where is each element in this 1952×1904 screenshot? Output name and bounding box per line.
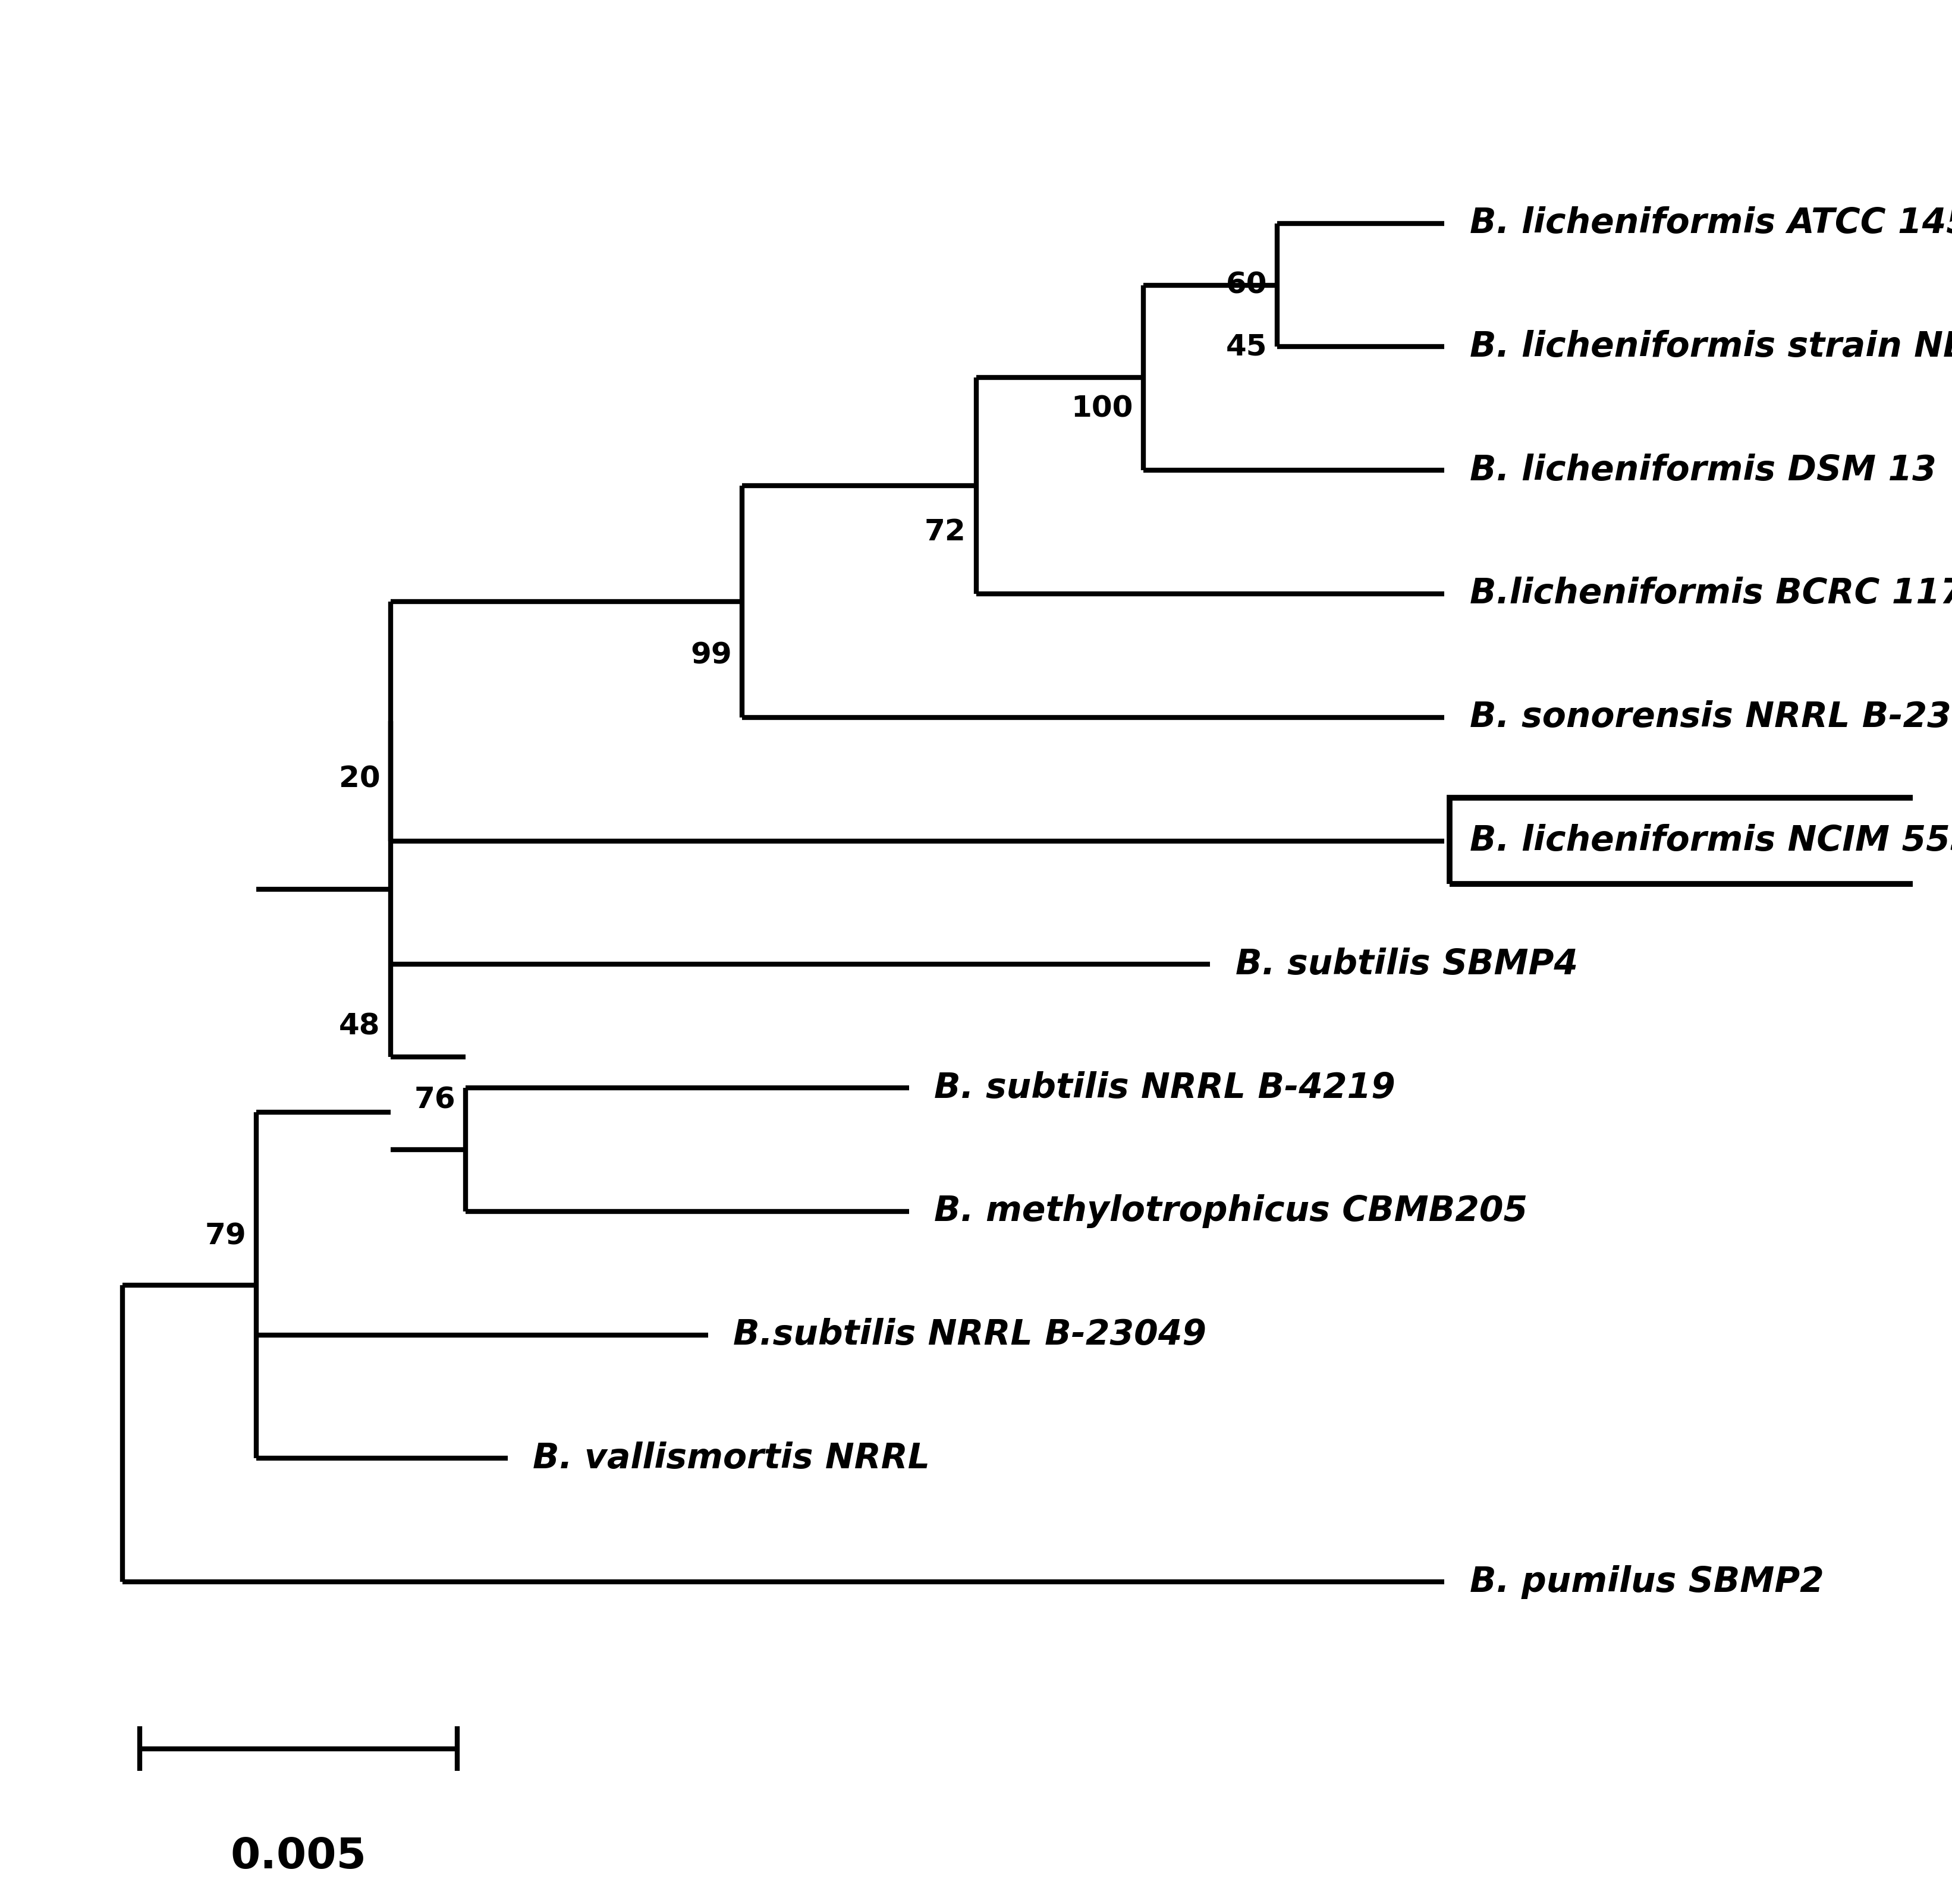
Text: B. methylotrophicus CBMB205: B. methylotrophicus CBMB205 xyxy=(935,1194,1528,1228)
Text: B. vallismortis NRRL: B. vallismortis NRRL xyxy=(533,1441,929,1476)
Text: 76: 76 xyxy=(414,1085,455,1114)
Text: B. pumilus SBMP2: B. pumilus SBMP2 xyxy=(1470,1565,1823,1599)
Text: B. licheniformis strain NBRC 12200: B. licheniformis strain NBRC 12200 xyxy=(1470,329,1952,364)
Text: 79: 79 xyxy=(205,1222,246,1251)
Text: 20: 20 xyxy=(340,765,381,794)
Text: B.licheniformis BCRC 11702: B.licheniformis BCRC 11702 xyxy=(1470,577,1952,611)
Text: 0.005: 0.005 xyxy=(230,1835,367,1877)
Text: B. licheniformis NCIM 5556: B. licheniformis NCIM 5556 xyxy=(1470,824,1952,859)
Text: 48: 48 xyxy=(340,1011,381,1040)
Text: 72: 72 xyxy=(925,518,966,546)
Text: B.subtilis NRRL B-23049: B.subtilis NRRL B-23049 xyxy=(734,1318,1206,1352)
Text: B. subtilis NRRL B-4219: B. subtilis NRRL B-4219 xyxy=(935,1070,1396,1104)
Text: B. licheniformis ATCC 14580: B. licheniformis ATCC 14580 xyxy=(1470,206,1952,240)
Text: B. subtilis SBMP4: B. subtilis SBMP4 xyxy=(1236,948,1577,981)
Text: 99: 99 xyxy=(691,642,732,670)
Text: B. sonorensis NRRL B-23154: B. sonorensis NRRL B-23154 xyxy=(1470,701,1952,735)
Text: 45: 45 xyxy=(1226,333,1267,362)
Text: 100: 100 xyxy=(1072,394,1134,423)
Text: B. licheniformis DSM 13: B. licheniformis DSM 13 xyxy=(1470,453,1936,487)
Text: 60: 60 xyxy=(1226,270,1267,299)
